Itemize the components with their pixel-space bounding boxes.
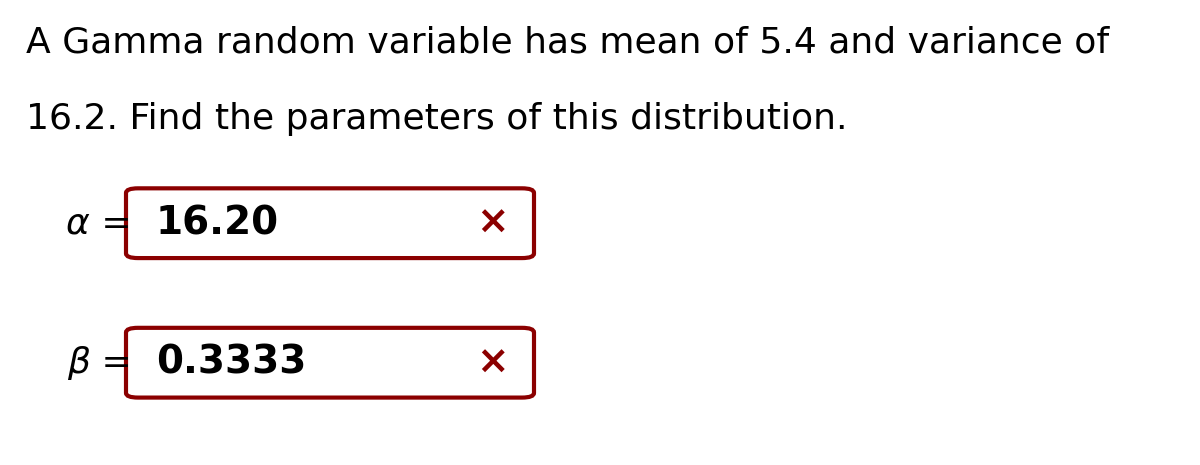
Text: 16.2. Find the parameters of this distribution.: 16.2. Find the parameters of this distri…: [26, 102, 848, 136]
FancyBboxPatch shape: [126, 188, 534, 258]
Text: ×: ×: [475, 204, 509, 242]
Text: 0.3333: 0.3333: [156, 344, 306, 382]
Text: A Gamma random variable has mean of 5.4 and variance of: A Gamma random variable has mean of 5.4 …: [26, 26, 1110, 60]
Text: α =: α =: [66, 206, 132, 240]
Text: ×: ×: [475, 344, 509, 382]
Text: 16.20: 16.20: [156, 204, 280, 242]
FancyBboxPatch shape: [126, 328, 534, 398]
Text: β =: β =: [67, 345, 132, 380]
